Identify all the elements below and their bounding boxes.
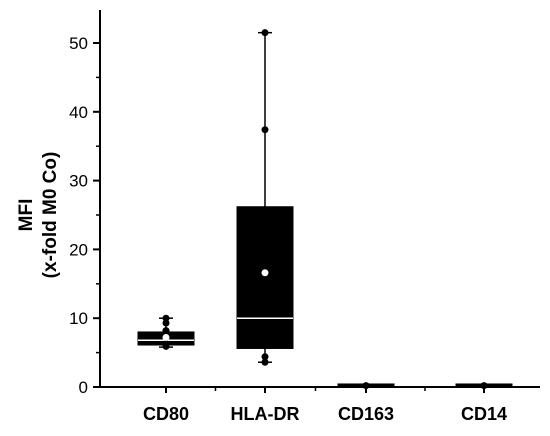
- x-category-label: CD14: [461, 404, 507, 424]
- data-point: [362, 382, 370, 390]
- data-point: [480, 382, 488, 390]
- box-group-hla-dr: [236, 29, 294, 366]
- y-axis-title: MFI (x-fold M0 Co): [16, 152, 61, 279]
- y-tick-label: 10: [69, 309, 88, 328]
- axes: 0 10 20 30 40 50 CD80 HLA-DR CD163 CD14: [69, 10, 540, 424]
- data-point: [162, 319, 170, 327]
- data-point: [261, 29, 269, 37]
- y-tick-label: 40: [69, 103, 88, 122]
- y-tick-label: 20: [69, 240, 88, 259]
- data-point: [261, 126, 269, 134]
- box-group-cd14: [455, 382, 513, 390]
- y-tick-label: 50: [69, 34, 88, 53]
- x-category-label: CD80: [143, 404, 189, 424]
- x-category-label: HLA-DR: [231, 404, 300, 424]
- box-body: [236, 206, 294, 349]
- data-point: [162, 340, 170, 348]
- y-axis-sublabel: (x-fold M0 Co): [40, 152, 61, 279]
- x-category-label: CD163: [338, 404, 394, 424]
- data-point: [261, 353, 269, 361]
- box-group-cd80: [137, 314, 195, 350]
- box-group-cd163: [337, 382, 395, 390]
- data-point: [162, 327, 170, 335]
- y-tick-label: 0: [79, 378, 88, 397]
- boxes: [137, 29, 513, 390]
- mean-marker: [261, 269, 269, 277]
- y-axis-label: MFI: [16, 199, 37, 232]
- data-point: [261, 358, 269, 366]
- data-point: [162, 314, 170, 322]
- y-tick-label: 30: [69, 172, 88, 191]
- mean-marker: [162, 333, 170, 341]
